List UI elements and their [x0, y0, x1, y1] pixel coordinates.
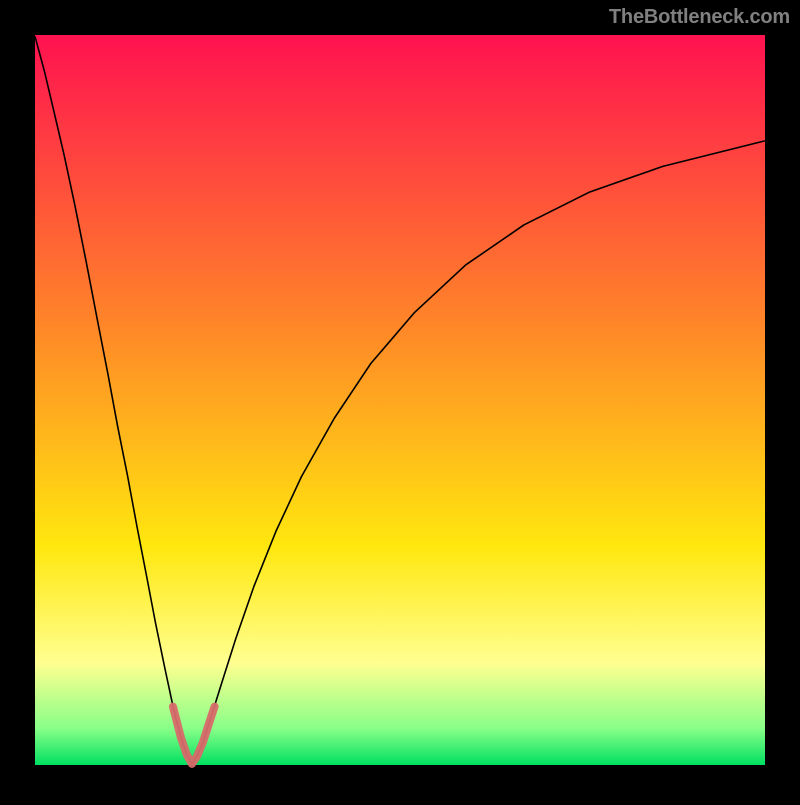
- watermark-text: TheBottleneck.com: [609, 6, 790, 29]
- bottleneck-chart: [0, 0, 800, 800]
- chart-container: [0, 0, 800, 800]
